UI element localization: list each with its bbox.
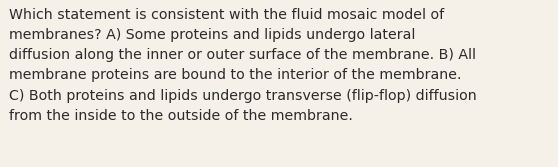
Text: Which statement is consistent with the fluid mosaic model of
membranes? A) Some : Which statement is consistent with the f… xyxy=(9,8,477,123)
